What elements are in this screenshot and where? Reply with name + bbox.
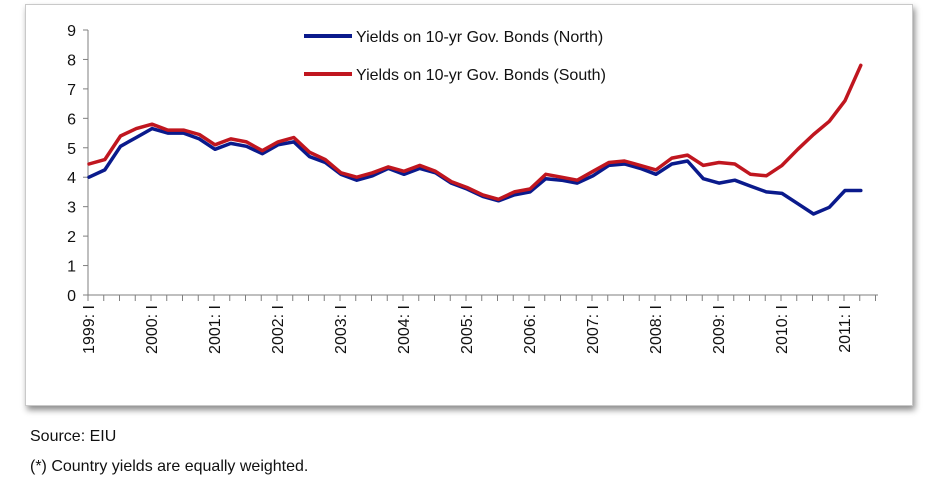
axes: 0 1 2 3 4 5 6 7 8 9 1999: I 2000: I 2001: I 2002: I 20…	[67, 23, 878, 354]
x-tick-label: 2003: I	[333, 305, 350, 354]
y-tick-label: 1	[67, 259, 76, 276]
x-tick-label: 2004: I	[396, 305, 413, 354]
x-tick-label: 2000: I	[144, 305, 161, 354]
y-tick-label: 3	[67, 200, 76, 217]
y-tick-label: 8	[67, 52, 76, 69]
x-tick-label: 2009: I	[711, 305, 728, 354]
x-tick-label: 2008: I	[648, 305, 665, 354]
weighting-note: (*) Country yields are equally weighted.	[30, 458, 309, 475]
y-tick-label: 7	[67, 82, 76, 99]
chart-frame: 0 1 2 3 4 5 6 7 8 9 1999: I 2000: I 2001: I 2002: I 20…	[25, 4, 913, 406]
x-tick-label: 2011: I	[837, 305, 854, 353]
y-tick-label: 4	[67, 170, 76, 187]
x-tick-label: 2002: I	[270, 305, 287, 354]
line-chart: 0 1 2 3 4 5 6 7 8 9 1999: I 2000: I 2001: I 2002: I 20…	[67, 23, 878, 354]
y-tick-label: 2	[67, 229, 76, 246]
x-tick-label: 2006: I	[522, 305, 539, 354]
source-note: Source: EIU	[30, 428, 117, 445]
y-tick-label: 5	[67, 141, 76, 158]
y-tick-label: 0	[67, 288, 76, 305]
legend-label-south: Yields on 10-yr Gov. Bonds (South)	[356, 67, 606, 84]
series-line-south	[87, 63, 863, 202]
legend-label-north: Yields on 10-yr Gov. Bonds (North)	[356, 29, 603, 46]
y-tick-label: 9	[67, 23, 76, 40]
x-tick-label: 2010: I	[774, 305, 791, 354]
series-lines	[87, 63, 863, 216]
x-tick-label: 2005: I	[459, 305, 476, 354]
x-tick-label: 2001: I	[207, 305, 224, 354]
x-tick-label: 2007: I	[585, 305, 602, 354]
x-tick-label: 1999: I	[81, 305, 98, 354]
y-tick-label: 6	[67, 111, 76, 128]
legend: Yields on 10-yr Gov. Bonds (North) Yields…	[304, 29, 606, 84]
